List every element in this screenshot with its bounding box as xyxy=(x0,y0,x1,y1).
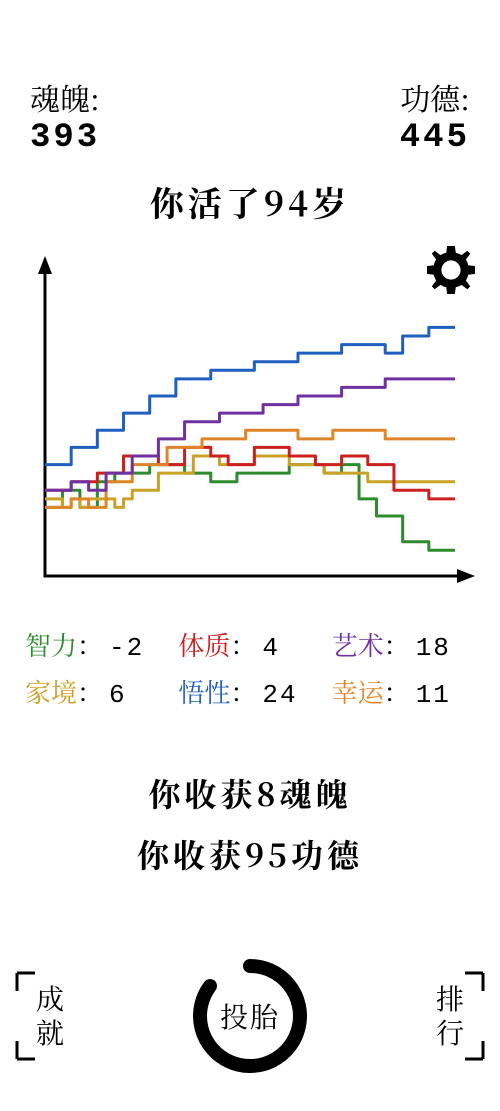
reincarnate-button[interactable]: 投胎 xyxy=(185,951,315,1081)
legend-item: 悟性：24 xyxy=(178,673,321,710)
reward-merit: 你收获95功德 xyxy=(0,831,500,877)
page-title: 你活了94岁 xyxy=(0,177,500,226)
gear-icon xyxy=(427,246,475,294)
legend-item: 智力：-2 xyxy=(25,626,168,663)
bottom-bar: 成 就 投胎 排 行 xyxy=(0,951,500,1081)
stats-legend: 智力：-2 体质：4 艺术：18 家境：6 悟性：24 幸运：11 xyxy=(0,606,500,710)
legend-item: 家境：6 xyxy=(25,673,168,710)
legend-item: 艺术：18 xyxy=(332,626,475,663)
soul-stat: 魂魄: 393 xyxy=(30,75,100,157)
top-bar: 魂魄: 393 功德: 445 xyxy=(0,0,500,157)
ranking-button[interactable]: 排 行 xyxy=(415,971,485,1061)
chart-canvas xyxy=(20,246,480,606)
soul-value: 393 xyxy=(30,119,100,157)
merit-value: 445 xyxy=(400,119,470,157)
merit-stat: 功德: 445 xyxy=(400,75,470,157)
achievements-button[interactable]: 成 就 xyxy=(15,971,85,1061)
life-chart xyxy=(20,246,480,606)
merit-label: 功德: xyxy=(400,75,470,119)
reward-soul: 你收获8魂魄 xyxy=(0,770,500,816)
legend-item: 幸运：11 xyxy=(332,673,475,710)
legend-item: 体质：4 xyxy=(178,626,321,663)
soul-label: 魂魄: xyxy=(30,75,100,119)
settings-button[interactable] xyxy=(427,246,475,294)
